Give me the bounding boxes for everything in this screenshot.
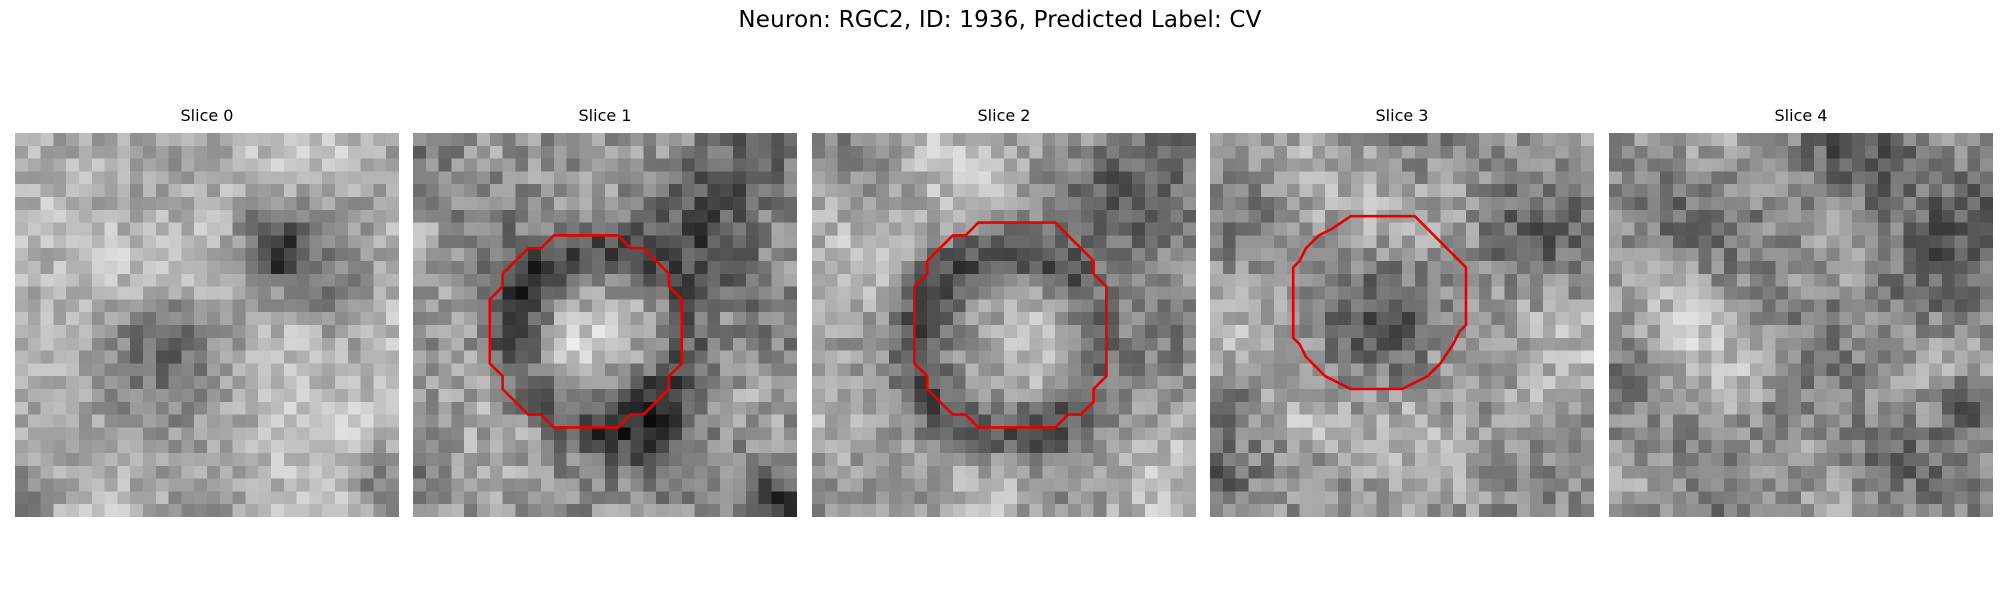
figure-title: Neuron: RGC2, ID: 1936, Predicted Label:… — [738, 7, 1262, 33]
slice-panel-4: Slice 4 — [1609, 106, 1993, 517]
slice-title: Slice 3 — [1375, 106, 1429, 125]
slice-panel-1: Slice 1 — [413, 106, 797, 517]
slice-title: Slice 2 — [977, 106, 1031, 125]
slice-image — [1609, 133, 1993, 517]
slice-title: Slice 4 — [1774, 106, 1828, 125]
slice-panel-3: Slice 3 — [1210, 106, 1594, 517]
segmentation-contour — [488, 234, 684, 429]
segmentation-contour — [913, 221, 1108, 429]
slice-image — [413, 133, 797, 517]
contour-line — [913, 221, 1108, 429]
contour-line — [1291, 214, 1468, 391]
slice-panel-2: Slice 2 — [812, 106, 1196, 517]
slice-image — [812, 133, 1196, 517]
slice-image — [15, 133, 399, 517]
slice-title: Slice 0 — [180, 106, 234, 125]
contour-line — [488, 234, 684, 429]
slice-image — [1210, 133, 1594, 517]
slice-title: Slice 1 — [578, 106, 632, 125]
slice-panel-0: Slice 0 — [15, 106, 399, 517]
segmentation-contour — [1291, 214, 1468, 391]
